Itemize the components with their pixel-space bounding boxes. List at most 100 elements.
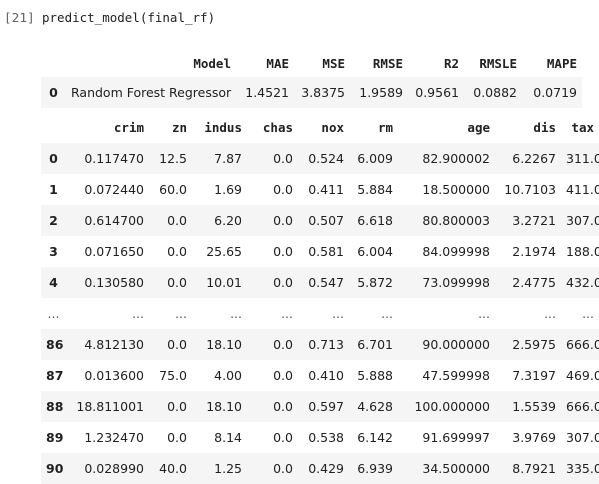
table-cell: 5.888 (357, 368, 393, 383)
table-cell: 7.87 (192, 143, 247, 174)
table-cell: 0.071650 (84, 244, 144, 259)
table-cell: 0.117470 (66, 143, 149, 174)
column-header: RMSE (372, 55, 403, 71)
table-cell: ... (381, 306, 393, 321)
table-cell: 1.4521 (236, 77, 294, 108)
header-row: Model MAE MSE RMSE R2 RMSLE MAPE (41, 49, 582, 77)
table-cell: 4.628 (349, 391, 398, 422)
table-cell: ... (332, 306, 344, 321)
table-cell: 34.500000 (398, 453, 495, 484)
table-cell: 3.8375 (294, 77, 350, 108)
table-cell: 1.232470 (84, 430, 144, 445)
table-cell: 0.0 (167, 244, 187, 259)
table-cell: 25.65 (206, 244, 242, 259)
table-cell: 0.410 (308, 368, 344, 383)
table-cell: 1.9589 (350, 77, 408, 108)
table-cell: 432.0 (561, 267, 599, 298)
header-row: crim zn indus chas nox rm age dis tax (41, 111, 599, 143)
metrics-table: Model MAE MSE RMSE R2 RMSLE MAPE 0 Random Fores… (41, 49, 582, 108)
table-cell: 0.0719 (522, 77, 582, 108)
table-cell: 6.939 (349, 453, 398, 484)
table-row: 88 18.811001 0.0 18.10 0.0 0.597 4.628 100.0000… (41, 391, 599, 422)
table-cell: 335.0 (561, 453, 599, 484)
row-index: 87 (46, 368, 64, 383)
table-cell: 469.0 (566, 368, 599, 383)
table-cell: 0.0 (247, 453, 298, 484)
row-index: 88 (41, 391, 66, 422)
table-cell: 75.0 (159, 368, 187, 383)
table-cell: 6.142 (357, 430, 393, 445)
table-cell: 47.599998 (422, 368, 490, 383)
predictions-table: crim zn indus chas nox rm age dis tax 0 0.117470 1… (41, 111, 599, 484)
table-row: 89 1.232470 0.0 8.14 0.0 0.538 6.142 91.699997 3… (41, 422, 599, 453)
table-row: 86 4.812130 0.0 18.10 0.0 0.713 6.701 90.000000… (41, 329, 599, 360)
column-header: crim (113, 119, 144, 135)
table-row: 90 0.028990 40.0 1.25 0.0 0.429 6.939 34.500000… (41, 453, 599, 484)
table-cell: 6.20 (192, 205, 247, 236)
table-cell: 188.0 (566, 244, 599, 259)
table-cell: 90.000000 (398, 329, 495, 360)
table-cell: 0.0 (247, 329, 298, 360)
table-cell: 0.429 (298, 453, 349, 484)
table-cell: 2.4775 (495, 267, 561, 298)
table-cell: 0.0 (247, 143, 298, 174)
row-index: 1 (49, 182, 58, 197)
row-index: 89 (46, 430, 64, 445)
table-cell: ... (230, 306, 242, 321)
table-row: 0 0.117470 12.5 7.87 0.0 0.524 6.009 82.900002 6… (41, 143, 599, 174)
table-cell: 311.0 (561, 143, 599, 174)
table-cell: 1.5539 (495, 391, 561, 422)
table-cell: 6.701 (349, 329, 398, 360)
column-header: age (467, 119, 490, 135)
table-cell: 0.0 (149, 205, 192, 236)
row-index: ... (47, 306, 60, 321)
table-cell: ... (175, 306, 187, 321)
table-cell: 0.028990 (66, 453, 149, 484)
table-cell: 666.0 (561, 391, 599, 422)
table-cell: 84.099998 (422, 244, 490, 259)
column-header: R2 (443, 55, 459, 71)
table-cell: 4.00 (214, 368, 242, 383)
column-header: indus (204, 119, 242, 135)
table-cell: 12.5 (149, 143, 192, 174)
table-cell: 18.811001 (66, 391, 149, 422)
table-cell: 6.009 (349, 143, 398, 174)
table-cell: 18.500000 (422, 182, 490, 197)
table-cell: 3.9769 (512, 430, 556, 445)
code-input[interactable]: predict_model(final_rf) (42, 10, 216, 25)
table-cell: 0.0882 (464, 77, 522, 108)
table-cell: 0.0 (149, 329, 192, 360)
table-cell: 8.7921 (495, 453, 561, 484)
table-cell: 6.004 (357, 244, 393, 259)
table-row: 0 Random Forest Regressor 1.4521 3.8375 1.95… (41, 77, 582, 108)
table-cell: 6.618 (349, 205, 398, 236)
column-header: zn (171, 119, 187, 135)
table-cell: 6.2267 (495, 143, 561, 174)
column-header: MAE (266, 55, 289, 71)
row-index: 86 (41, 329, 66, 360)
column-header: dis (533, 119, 556, 135)
code-cell-header: [21] predict_model(final_rf) (0, 0, 599, 42)
table-cell: 2.5975 (495, 329, 561, 360)
column-header: rm (377, 119, 393, 135)
execution-count: [21] (4, 10, 35, 25)
table-row: 1 0.072440 60.0 1.69 0.0 0.411 5.884 18.500000 1… (41, 174, 599, 205)
column-header (41, 49, 66, 77)
table-cell: ... (478, 306, 490, 321)
table-cell: 0.9561 (408, 77, 464, 108)
table-cell: 100.000000 (398, 391, 495, 422)
table-cell: 0.0 (247, 391, 298, 422)
table-cell: 411.0 (566, 182, 599, 197)
table-cell: 3.2721 (495, 205, 561, 236)
predictions-table-body: 0 0.117470 12.5 7.87 0.0 0.524 6.009 82.900002 6… (41, 143, 599, 484)
table-row: 2 0.614700 0.0 6.20 0.0 0.507 6.618 80.800003 3.… (41, 205, 599, 236)
table-cell: 0.538 (308, 430, 344, 445)
table-cell: 0.0 (247, 205, 298, 236)
table-cell: 91.699997 (422, 430, 490, 445)
column-header: MAPE (546, 55, 577, 71)
table-cell: 4.812130 (66, 329, 149, 360)
table-cell: Random Forest Regressor (66, 77, 236, 108)
row-index: 90 (41, 453, 66, 484)
table-cell: ... (544, 306, 556, 321)
table-cell: 5.884 (357, 182, 393, 197)
